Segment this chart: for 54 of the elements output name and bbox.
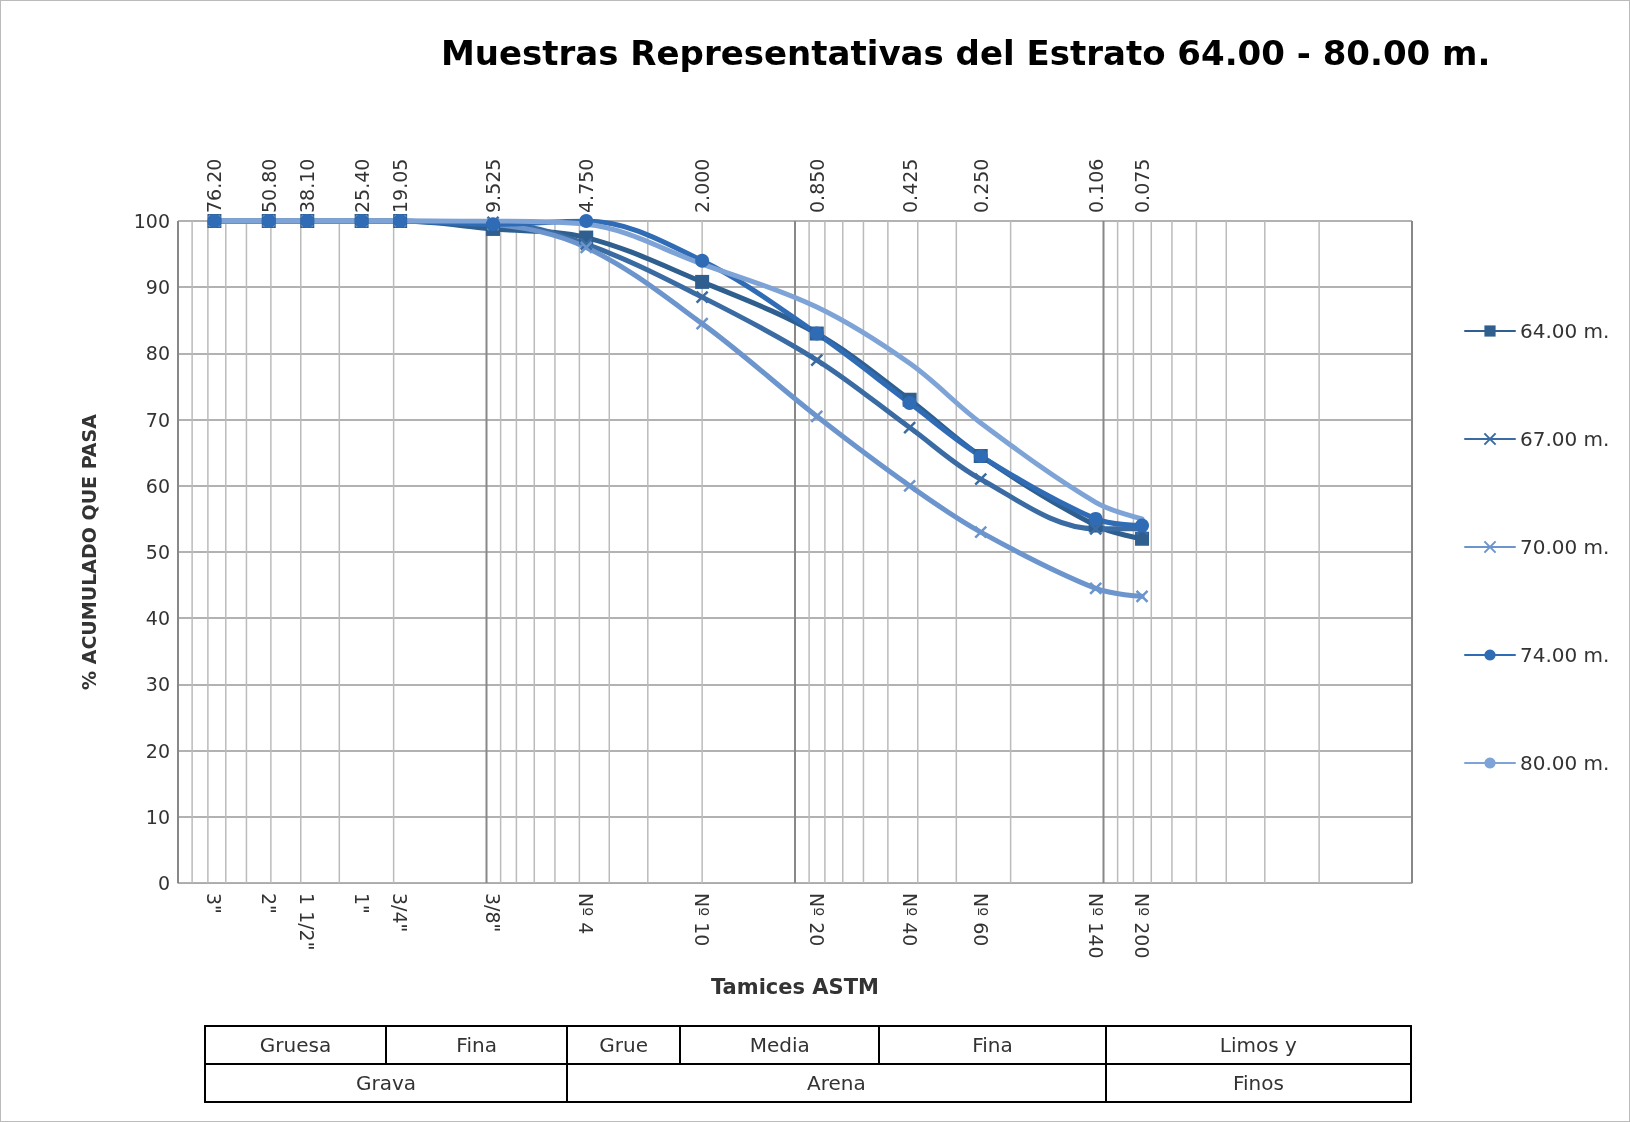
text: Limos y [1105, 1026, 1411, 1064]
text: 1 1/2" [296, 893, 319, 951]
x-tick-label: 50.80 [257, 158, 280, 213]
legend-label: 74.00 m. [1520, 643, 1610, 667]
text: Nº 10 [691, 893, 714, 947]
y-tick-label: 80 [145, 342, 170, 365]
legend-label: 80.00 m. [1520, 751, 1610, 775]
text: Fina [879, 1026, 1106, 1064]
x-tick-label: 19.05 [389, 158, 412, 213]
text: Grue [567, 1026, 681, 1064]
legend-label: 70.00 m. [1520, 535, 1610, 559]
text: 3/8" [482, 893, 505, 933]
y-axis-title: % ACUMULADO QUE PASA [77, 413, 100, 690]
x-tick-label: 2.000 [691, 158, 714, 213]
legend-label: 67.00 m. [1520, 427, 1610, 451]
y-tick-label: 60 [145, 474, 170, 497]
chart-title: Muestras Representativas del Estrato 64.00 - 80.00 m. [441, 33, 1491, 73]
text: Nº 40 [898, 893, 921, 947]
x-tick-label: 0.075 [1131, 158, 1154, 213]
x-tick-label: 0.106 [1084, 158, 1107, 213]
x-tick-label: 0.250 [969, 158, 992, 213]
y-tick-label: 100 [133, 210, 170, 232]
text: Finos [1105, 1064, 1411, 1102]
y-tick-label: 50 [145, 541, 170, 563]
text: Fina [386, 1026, 568, 1064]
text: 1" [350, 893, 373, 914]
y-tick-label: 10 [145, 805, 170, 828]
text: Grava [205, 1064, 568, 1102]
y-tick-label: 90 [145, 276, 170, 299]
x-tick-label: 25.40 [350, 158, 373, 213]
text: Media [680, 1026, 880, 1064]
text: 3/4" [389, 893, 412, 933]
y-tick-label: 20 [145, 739, 170, 762]
x-tick-label: 0.425 [898, 158, 921, 213]
x-tick-label: 9.525 [482, 158, 505, 213]
y-tick-label: 40 [145, 607, 170, 630]
text: Nº 20 [805, 893, 828, 947]
x-tick-label: 4.750 [575, 158, 598, 213]
text: 3" [203, 893, 226, 914]
text: Nº 140 [1084, 893, 1107, 959]
x-tick-label: 76.20 [203, 158, 226, 213]
y-tick-label: 70 [145, 408, 170, 431]
text: Arena [567, 1064, 1106, 1102]
text: 2" [257, 893, 280, 914]
y-tick-label: 0 [157, 872, 170, 894]
text: Gruesa [205, 1026, 387, 1064]
text: Nº 200 [1131, 893, 1154, 959]
text: Nº 60 [969, 893, 992, 947]
y-tick-label: 30 [145, 673, 170, 696]
text: Nº 4 [575, 893, 598, 935]
x-tick-label: 0.850 [805, 158, 828, 213]
x-tick-label: 38.10 [296, 158, 319, 213]
x-axis-title: Tamices ASTM [711, 974, 879, 999]
legend-label: 64.00 m. [1520, 319, 1610, 343]
